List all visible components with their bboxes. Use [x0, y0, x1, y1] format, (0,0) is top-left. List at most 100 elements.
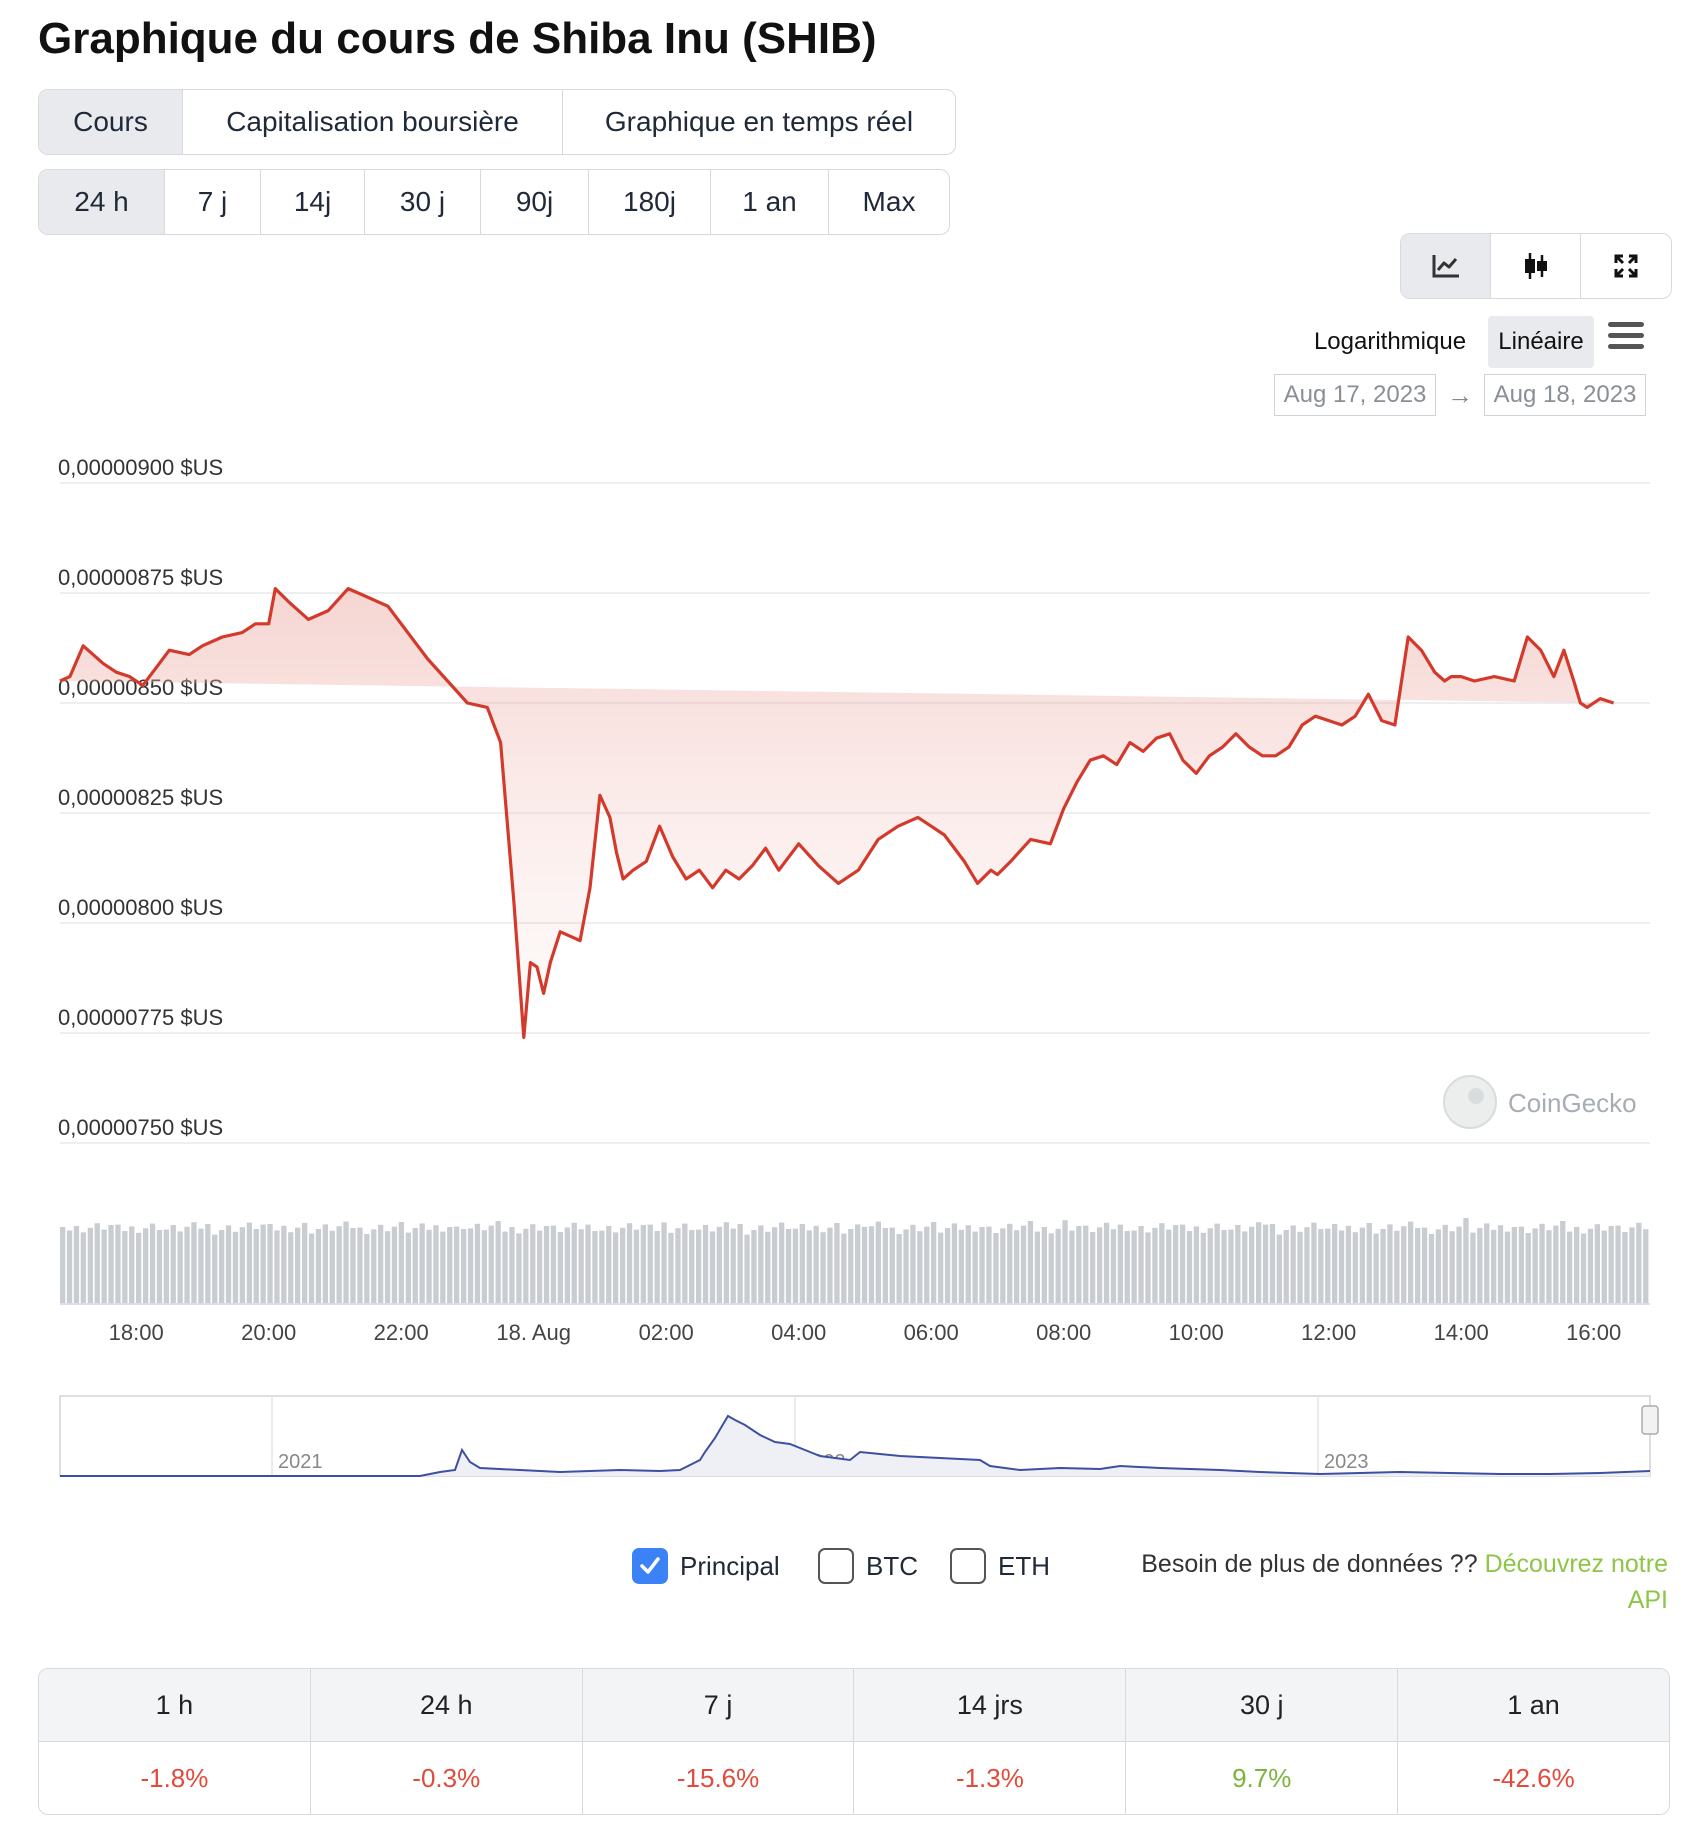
volume-bar — [986, 1226, 992, 1303]
volume-bar — [1228, 1229, 1234, 1303]
volume-bar — [599, 1230, 605, 1303]
range-30d[interactable]: 30 j — [365, 170, 481, 234]
range-7d[interactable]: 7 j — [165, 170, 261, 234]
checkbox-icon[interactable] — [950, 1548, 986, 1584]
volume-bar — [993, 1233, 999, 1303]
volume-bar — [440, 1231, 446, 1303]
scale-logarithmic[interactable]: Logarithmique — [1313, 328, 1467, 355]
volume-bar — [951, 1223, 958, 1303]
y-axis-labels: 0,00000900 $US0,00000875 $US0,00000850 $… — [58, 455, 223, 1140]
volume-bar — [405, 1232, 411, 1303]
hamburger-menu-icon[interactable] — [1608, 322, 1644, 352]
volume-bar — [1580, 1233, 1587, 1303]
candlestick-icon[interactable] — [1491, 234, 1581, 298]
volume-bar — [1401, 1226, 1407, 1303]
range-90d[interactable]: 90j — [481, 170, 589, 234]
volume-bar — [806, 1230, 812, 1303]
perf-value: 9.7% — [1126, 1742, 1399, 1814]
tab-live-chart[interactable]: Graphique en temps réel — [604, 106, 914, 137]
volume-bar — [336, 1226, 342, 1303]
volume-bar — [391, 1226, 398, 1303]
toggle-principal[interactable]: Principal — [632, 1548, 780, 1584]
x-tick-label: 20:00 — [241, 1320, 296, 1345]
volume-bar — [834, 1223, 840, 1303]
range-180d[interactable]: 180j — [589, 170, 711, 234]
volume-bar — [1629, 1227, 1635, 1303]
perf-value: -0.3% — [311, 1742, 583, 1814]
volume-bar — [170, 1225, 176, 1303]
scale-linear[interactable]: Linéaire — [1488, 316, 1594, 368]
volume-bar — [564, 1227, 570, 1303]
volume-bar — [592, 1231, 598, 1303]
navigator[interactable]: 202120222023 — [59, 1395, 1659, 1477]
coingecko-watermark: CoinGecko — [1443, 1075, 1637, 1129]
checkbox-icon[interactable] — [818, 1548, 854, 1584]
volume-bar — [108, 1225, 114, 1303]
perf-header: 1 h — [39, 1669, 311, 1742]
volume-bar — [253, 1229, 259, 1303]
volume-bar — [308, 1233, 315, 1303]
volume-bar — [1408, 1221, 1414, 1303]
volume-bar — [813, 1225, 819, 1303]
volume-bar — [371, 1229, 377, 1303]
volume-bar — [1269, 1224, 1276, 1303]
tab-cours[interactable]: Cours — [39, 90, 183, 154]
volume-bar — [1511, 1227, 1517, 1303]
volume-bar — [281, 1225, 287, 1303]
checkbox-checked-icon[interactable] — [632, 1548, 668, 1584]
volume-bar — [191, 1222, 197, 1303]
toggle-label: Principal — [680, 1550, 780, 1581]
volume-bar — [1242, 1231, 1248, 1303]
date-to-input[interactable]: Aug 18, 2023 — [1484, 374, 1646, 416]
volume-bar — [1034, 1231, 1040, 1303]
perf-header: 30 j — [1126, 1669, 1399, 1742]
volume-bar — [1435, 1229, 1441, 1303]
tab-market-cap[interactable]: Capitalisation boursière — [183, 90, 563, 154]
volume-bar — [1076, 1226, 1082, 1303]
volume-bar — [73, 1226, 80, 1303]
expand-icon[interactable] — [1581, 234, 1671, 298]
volume-bar — [1186, 1231, 1193, 1303]
perf-header: 24 h — [310, 1669, 583, 1742]
volume-bar — [1421, 1227, 1428, 1303]
volume-bar — [1587, 1228, 1594, 1303]
volume-bar — [938, 1232, 944, 1303]
toggle-eth[interactable]: ETH — [950, 1548, 1050, 1584]
toggle-label: BTC — [866, 1550, 918, 1581]
y-tick-label: 0,00000900 $US — [58, 455, 223, 480]
date-from-input[interactable]: Aug 17, 2023 — [1274, 374, 1436, 416]
volume-bar — [412, 1228, 418, 1303]
volume-bar — [944, 1228, 951, 1303]
volume-bar — [1484, 1223, 1490, 1303]
volume-bar — [1532, 1228, 1538, 1303]
volume-bar — [1097, 1227, 1103, 1303]
volume-bar — [1332, 1224, 1338, 1303]
navigator-handle[interactable] — [1641, 1405, 1659, 1435]
volume-bar — [868, 1226, 875, 1303]
volume-bar — [267, 1224, 273, 1303]
perf-header: 1 an — [1398, 1669, 1669, 1742]
price-chart[interactable]: 0,00000900 $US0,00000875 $US0,00000850 $… — [0, 440, 1704, 1500]
volume-bar — [633, 1229, 640, 1303]
line-chart-icon[interactable] — [1401, 234, 1491, 298]
volume-bar — [1387, 1224, 1393, 1303]
range-14d[interactable]: 14j — [261, 170, 365, 234]
volume-bar — [115, 1224, 121, 1303]
volume-bar — [163, 1229, 169, 1303]
volume-bar — [1124, 1231, 1130, 1303]
volume-bar — [1518, 1226, 1524, 1303]
volume-bar — [101, 1229, 107, 1303]
range-max[interactable]: Max — [862, 186, 916, 217]
volume-bar — [896, 1234, 902, 1303]
range-24h[interactable]: 24 h — [39, 170, 165, 234]
volume-bar — [737, 1224, 743, 1303]
range-1y[interactable]: 1 an — [711, 170, 829, 234]
perf-header: 7 j — [582, 1669, 855, 1742]
volume-bar — [1138, 1226, 1144, 1303]
volume-bar — [419, 1223, 425, 1303]
toggle-btc[interactable]: BTC — [818, 1548, 918, 1584]
volume-bar — [1497, 1225, 1504, 1303]
volume-bar — [585, 1224, 591, 1303]
api-link[interactable]: Découvrez notre API — [1484, 1550, 1668, 1614]
volume-bar — [1256, 1222, 1262, 1303]
